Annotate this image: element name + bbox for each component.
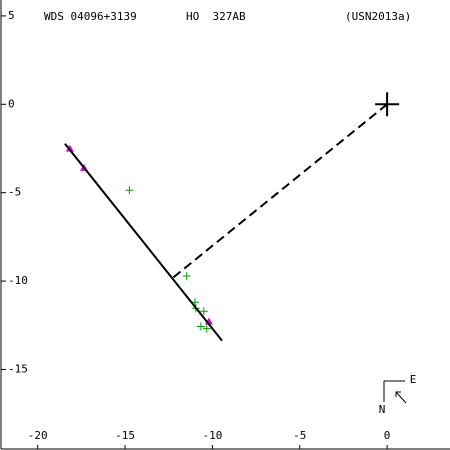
header-right: (USN2013a) <box>345 10 411 23</box>
compass-arrow <box>395 391 407 404</box>
measurement-plus <box>196 322 205 331</box>
measurement-plus <box>125 186 134 195</box>
orbit-line <box>64 143 223 342</box>
compass-east: E <box>410 373 417 386</box>
y-tick-label: 0 <box>8 97 15 110</box>
measurement-plus <box>199 307 208 316</box>
primary-star <box>375 92 400 117</box>
x-tick-label: -15 <box>115 429 135 442</box>
x-tick-label: -10 <box>202 429 222 442</box>
header-left: WDS 04096+3139 <box>44 10 137 23</box>
compass: E N <box>379 373 417 416</box>
y-tick-label: 5 <box>8 9 15 22</box>
x-tick-label: -20 <box>28 429 48 442</box>
dashed-line <box>171 103 388 279</box>
header-center: HO 327AB <box>186 10 246 23</box>
y-tick-label: -5 <box>8 186 21 199</box>
compass-arrowhead <box>395 391 401 397</box>
measurement-triangle <box>65 144 74 152</box>
measurement-plus <box>202 324 211 333</box>
x-tick-label: -5 <box>293 429 306 442</box>
y-tick-label: -15 <box>8 362 28 375</box>
y-tick-label: -10 <box>8 274 28 287</box>
compass-north: N <box>379 403 386 416</box>
measurement-plus <box>182 271 191 280</box>
x-tick-label: 0 <box>384 429 391 442</box>
